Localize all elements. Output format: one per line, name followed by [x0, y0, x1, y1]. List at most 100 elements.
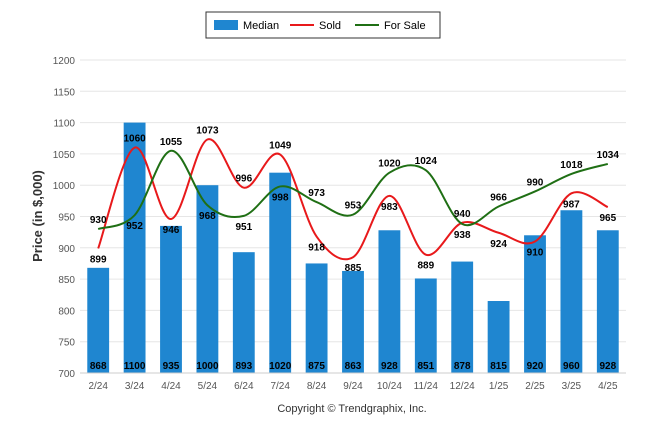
for-sale-value-label: 990: [527, 177, 544, 188]
x-tick-label: 4/25: [598, 381, 618, 392]
bar: [596, 230, 619, 373]
for-sale-value-label: 998: [272, 192, 289, 203]
bar-value-label: 815: [490, 361, 507, 372]
x-tick-label: 7/24: [270, 381, 290, 392]
bar-value-label: 928: [599, 361, 616, 372]
for-sale-value-label: 966: [490, 192, 507, 203]
bar: [378, 230, 401, 373]
x-tick-label: 11/24: [414, 381, 439, 392]
bar: [524, 235, 546, 373]
sold-value-label: 983: [381, 202, 398, 213]
bar: [232, 252, 255, 373]
bar-value-label: 920: [527, 361, 544, 372]
x-tick-label: 8/24: [307, 381, 327, 392]
x-tick-label: 9/24: [343, 381, 363, 392]
y-axis-ticks: 700 750 800 850 900 950 1000 1050 1100 1150 1200: [53, 56, 76, 380]
y-tick-label: 850: [58, 275, 75, 286]
x-tick-label: 6/24: [234, 381, 254, 392]
footer-credit: Copyright © Trendgraphix, Inc.: [277, 403, 426, 415]
for-sale-value-label: 938: [454, 230, 471, 241]
y-tick-label: 950: [58, 213, 75, 224]
y-tick-label: 750: [58, 338, 75, 349]
sold-value-label: 965: [599, 213, 616, 224]
x-tick-label: 2/24: [88, 381, 108, 392]
sold-value-label: 899: [90, 254, 107, 265]
bar-value-label: 875: [308, 361, 325, 372]
sold-value-label: 910: [527, 248, 544, 259]
bar-value-label: 1020: [269, 361, 292, 372]
x-tick-label: 1/25: [489, 381, 509, 392]
bar-value-label: 928: [381, 361, 398, 372]
legend: Median Sold For Sale: [205, 11, 441, 39]
legend-label-for-sale: For Sale: [384, 20, 426, 32]
sold-value-label: 889: [417, 261, 434, 272]
bar: [451, 261, 474, 373]
bar-data-labels: 868 1100 935 1000 893 1020 875 863 928 851 878 815 9…: [90, 361, 617, 372]
x-tick-label: 4/24: [161, 381, 181, 392]
x-axis-ticks: 2/24 3/24 4/24 5/24 6/24 7/24 8/24 9/24 10/24 11/…: [80, 372, 626, 392]
legend-label-sold: Sold: [319, 20, 341, 32]
bar-series-median: [87, 122, 619, 373]
y-tick-label: 1200: [53, 56, 76, 67]
y-tick-label: 900: [58, 244, 75, 255]
bar: [196, 185, 219, 373]
bar: [487, 301, 510, 373]
sold-value-label: 924: [490, 239, 507, 250]
sold-value-label: 918: [308, 243, 325, 254]
line-data-labels: 899 1060 946 1073 996 1049 918 885 983 889 940 924 9…: [90, 126, 620, 275]
bar-value-label: 1000: [196, 361, 219, 372]
for-sale-value-label: 1055: [160, 137, 183, 148]
sold-value-label: 1060: [123, 134, 146, 145]
for-sale-value-label: 968: [199, 211, 216, 222]
legend-label-median: Median: [243, 20, 279, 32]
bar: [87, 267, 110, 373]
for-sale-value-label: 1020: [378, 159, 401, 170]
bar-value-label: 863: [345, 361, 362, 372]
x-tick-label: 12/24: [450, 381, 475, 392]
sold-value-label: 940: [454, 209, 471, 220]
line-sold: [97, 138, 609, 261]
x-tick-label: 3/24: [125, 381, 145, 392]
y-tick-label: 1100: [53, 119, 75, 130]
bar: [560, 210, 583, 373]
x-tick-label: 10/24: [377, 381, 402, 392]
x-tick-label: 3/25: [562, 381, 582, 392]
sold-value-label: 987: [563, 199, 580, 210]
for-sale-value-label: 1018: [560, 160, 583, 171]
sold-value-label: 885: [345, 263, 362, 274]
bar-value-label: 851: [417, 361, 434, 372]
for-sale-value-label: 952: [126, 221, 143, 232]
for-sale-value-label: 930: [90, 215, 107, 226]
y-axis-title: Price (in $,000): [30, 170, 45, 262]
bar-value-label: 1100: [124, 361, 146, 372]
bar: [123, 122, 146, 373]
x-tick-label: 2/25: [525, 381, 545, 392]
sold-value-label: 1073: [196, 126, 219, 137]
x-tick-label: 5/24: [198, 381, 218, 392]
y-tick-label: 1150: [53, 87, 75, 98]
line-for-sale: [97, 149, 609, 230]
bar: [414, 278, 437, 373]
y-tick-label: 700: [58, 369, 75, 380]
bar-value-label: 960: [563, 361, 580, 372]
bar: [160, 225, 182, 373]
bar-value-label: 878: [454, 361, 471, 372]
y-tick-label: 1000: [53, 181, 76, 192]
for-sale-value-label: 1034: [597, 150, 620, 161]
bar-value-label: 868: [90, 361, 107, 372]
sold-value-label: 1049: [269, 141, 292, 152]
bar: [269, 172, 292, 373]
for-sale-value-label: 1024: [415, 156, 438, 167]
y-tick-label: 1050: [53, 150, 76, 161]
line-series: [97, 138, 609, 261]
for-sale-value-label: 953: [345, 201, 362, 212]
bar-value-label: 893: [235, 361, 252, 372]
for-sale-value-label: 973: [308, 188, 325, 199]
sold-value-label: 946: [163, 225, 180, 236]
bar-value-label: 935: [163, 361, 180, 372]
sold-value-label: 996: [235, 174, 252, 185]
bar: [305, 263, 328, 373]
for-sale-value-label: 951: [235, 222, 252, 233]
y-tick-label: 800: [58, 306, 75, 317]
